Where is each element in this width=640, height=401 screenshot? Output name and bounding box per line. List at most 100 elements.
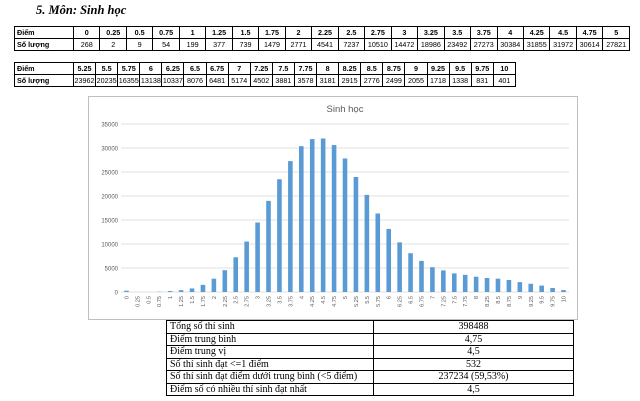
- summary-label: Số thí sinh đạt điểm dưới trung bình (<5…: [166, 370, 374, 384]
- summary-row: Điểm số có nhiều thí sinh đạt nhất 4,5: [166, 382, 574, 396]
- y-tick-label: 30000: [101, 147, 118, 153]
- count-cell: 268: [72, 38, 101, 51]
- bar: [375, 213, 381, 292]
- score-cell: 1.75: [258, 26, 286, 39]
- count-cell: 10510: [364, 38, 392, 51]
- count-cell: 2499: [382, 74, 406, 87]
- x-tick-label: 4.5: [321, 296, 327, 304]
- bar: [178, 290, 184, 292]
- x-tick-label: 1.25: [179, 296, 185, 307]
- score-cell: 3.5: [443, 26, 472, 39]
- score-cell: 4.75: [575, 26, 604, 39]
- count-cell: 20235: [95, 74, 119, 87]
- summary-row: Điểm trung bình 4,75: [166, 332, 574, 346]
- x-tick-label: 1: [168, 296, 174, 299]
- score-cell: 7.5: [271, 62, 295, 75]
- x-tick-label: 7: [430, 296, 436, 299]
- count-cell: 5174: [227, 74, 251, 87]
- x-tick-label: 10: [562, 296, 568, 302]
- x-tick-label: 5.25: [354, 296, 360, 307]
- x-tick-label: 3: [256, 296, 262, 299]
- bar: [517, 282, 523, 292]
- histogram-chart: Sinh học05000100001500020000250003000035…: [101, 104, 569, 307]
- count-cell: 2055: [404, 74, 428, 87]
- summary-label: Điểm số có nhiều thí sinh đạt nhất: [166, 382, 374, 396]
- summary-value: 532: [373, 357, 574, 371]
- score-cell: 4.25: [522, 26, 551, 39]
- x-tick-label: 6.75: [419, 296, 425, 307]
- y-tick-label: 0: [115, 291, 119, 297]
- x-tick-label: 0.75: [157, 296, 163, 307]
- chart-title: Sinh học: [327, 104, 364, 115]
- y-tick-label: 35000: [101, 123, 118, 129]
- count-cell: 1338: [448, 74, 472, 87]
- count-cell: 13138: [139, 74, 163, 87]
- summary-value: 398488: [373, 320, 574, 334]
- x-tick-label: 0.25: [135, 296, 141, 307]
- y-tick-label: 20000: [101, 195, 118, 201]
- x-tick-label: 6: [387, 296, 393, 299]
- score-cell: 6.5: [183, 62, 207, 75]
- x-tick-label: 3.5: [277, 296, 283, 304]
- count-cell: 7237: [337, 38, 366, 51]
- bar: [473, 276, 479, 292]
- score-cell: 9: [404, 62, 428, 75]
- summary-row: Điểm trung vị 4,5: [166, 345, 574, 359]
- score-row: Điểm 5.25 5.5 5.75 6 6.25 6.5 6.75 7 7.25 7.5 7.75 8…: [14, 62, 517, 75]
- chart-frame: Sinh học 0 5000 10000 15000 20000 25000 30000 35…: [88, 96, 578, 320]
- summary-label: Điểm trung bình: [166, 332, 374, 346]
- score-cell: 8: [316, 62, 340, 75]
- count-cell: 31855: [522, 38, 551, 51]
- score-table-2: Điểm 5.25 5.5 5.75 6 6.25 6.5 6.75 7 7.25 7.5 7.75 8…: [14, 62, 517, 87]
- summary-row: Số thí sinh đạt điểm dưới trung bình (<5…: [166, 370, 574, 384]
- y-tick-label: 10000: [101, 243, 118, 249]
- count-cell: 1479: [258, 38, 286, 51]
- score-cell: 8.75: [382, 62, 406, 75]
- x-tick-label: 2: [212, 296, 218, 299]
- x-tick-label: 4.75: [332, 296, 338, 307]
- score-cell: 1.5: [231, 26, 260, 39]
- bar: [189, 288, 195, 292]
- bar: [124, 290, 129, 292]
- x-tick-label: 7.5: [452, 296, 458, 304]
- x-tick-label: 1.75: [201, 296, 207, 307]
- bar: [397, 242, 402, 292]
- bar: [408, 253, 413, 292]
- score-cell: 5.25: [72, 62, 97, 75]
- x-tick-label: 5.75: [376, 296, 382, 307]
- score-cell: 10: [492, 62, 517, 75]
- x-tick-label: 2.5: [234, 296, 240, 304]
- x-tick-label: 7.25: [441, 296, 447, 307]
- count-cell: 199: [178, 38, 207, 51]
- summary-label: Tổng số thí sinh: [166, 320, 374, 334]
- summary-value: 237234 (59,53%): [373, 370, 574, 384]
- bar: [342, 158, 348, 292]
- score-cell: 9.25: [426, 62, 450, 75]
- count-cell: 831: [470, 74, 494, 87]
- count-cell: 54: [152, 38, 180, 51]
- count-cell: 10337: [161, 74, 185, 87]
- count-cell: 2915: [338, 74, 362, 87]
- y-tick-label: 25000: [101, 171, 118, 177]
- count-cell: 3578: [293, 74, 318, 87]
- bar: [353, 176, 359, 292]
- score-cell: 6.25: [161, 62, 185, 75]
- bar: [495, 278, 501, 292]
- score-cell: 9.75: [470, 62, 494, 75]
- summary-value: 4,75: [373, 332, 574, 346]
- count-cell: 2: [99, 38, 127, 51]
- x-tick-label: 4: [299, 296, 305, 299]
- bar: [550, 288, 555, 292]
- x-tick-label: 9.5: [540, 296, 546, 304]
- score-cell: 1: [178, 26, 207, 39]
- x-tick-label: 5: [343, 296, 349, 299]
- count-cell: 2771: [284, 38, 313, 51]
- bar: [244, 241, 249, 292]
- bar: [364, 194, 370, 292]
- summary-label: Số thí sinh đạt <=1 điểm: [166, 357, 374, 371]
- count-cell: 4502: [249, 74, 273, 87]
- count-cell: 16355: [117, 74, 141, 87]
- x-tick-label: 9: [518, 296, 524, 299]
- score-cell: 6.75: [205, 62, 229, 75]
- bar: [288, 161, 293, 292]
